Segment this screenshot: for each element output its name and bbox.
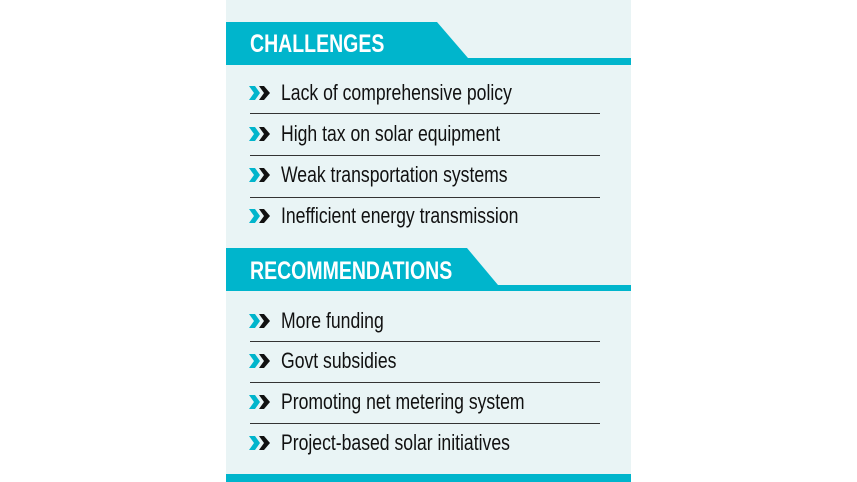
item-label: More funding	[281, 307, 384, 333]
bottom-bar	[226, 474, 631, 482]
divider	[250, 382, 600, 383]
item-label: Lack of comprehensive policy	[281, 79, 512, 105]
challenges-header: CHALLENGES	[226, 22, 631, 65]
double-chevron-right-icon	[249, 394, 270, 409]
list-item: Lack of comprehensive policy	[248, 72, 600, 113]
divider	[250, 197, 600, 198]
list-item: High tax on solar equipment	[248, 113, 600, 154]
list-item: Promoting net metering system	[248, 381, 600, 422]
list-item: Govt subsidies	[248, 340, 600, 381]
list-item: Inefficient energy transmission	[248, 195, 600, 236]
double-chevron-right-icon	[249, 353, 270, 368]
divider	[250, 155, 600, 156]
double-chevron-right-icon	[249, 313, 270, 328]
list-item: Project-based solar initiatives	[248, 422, 600, 463]
double-chevron-right-icon	[249, 435, 270, 450]
double-chevron-right-icon	[249, 167, 270, 182]
header-tab	[226, 22, 468, 65]
header-strip	[226, 58, 631, 65]
item-label: High tax on solar equipment	[281, 120, 501, 146]
divider	[250, 423, 600, 424]
item-label: Inefficient energy transmission	[281, 202, 519, 228]
section-title: CHALLENGES	[250, 30, 385, 58]
infographic-panel: CHALLENGES Lack of comprehensive policy …	[226, 0, 631, 482]
double-chevron-right-icon	[249, 126, 270, 141]
double-chevron-right-icon	[249, 85, 270, 100]
item-label: Promoting net metering system	[281, 388, 525, 414]
recommendations-header: RECOMMENDATIONS	[226, 248, 631, 291]
section-title: RECOMMENDATIONS	[250, 257, 453, 285]
list-item: Weak transportation systems	[248, 154, 600, 195]
header-tab	[226, 248, 498, 291]
divider	[250, 341, 600, 342]
item-label: Govt subsidies	[281, 347, 397, 373]
double-chevron-right-icon	[249, 208, 270, 223]
header-strip	[226, 285, 631, 291]
item-label: Project-based solar initiatives	[281, 429, 510, 455]
divider	[250, 113, 600, 114]
item-label: Weak transportation systems	[281, 161, 508, 187]
list-item: More funding	[248, 300, 600, 341]
